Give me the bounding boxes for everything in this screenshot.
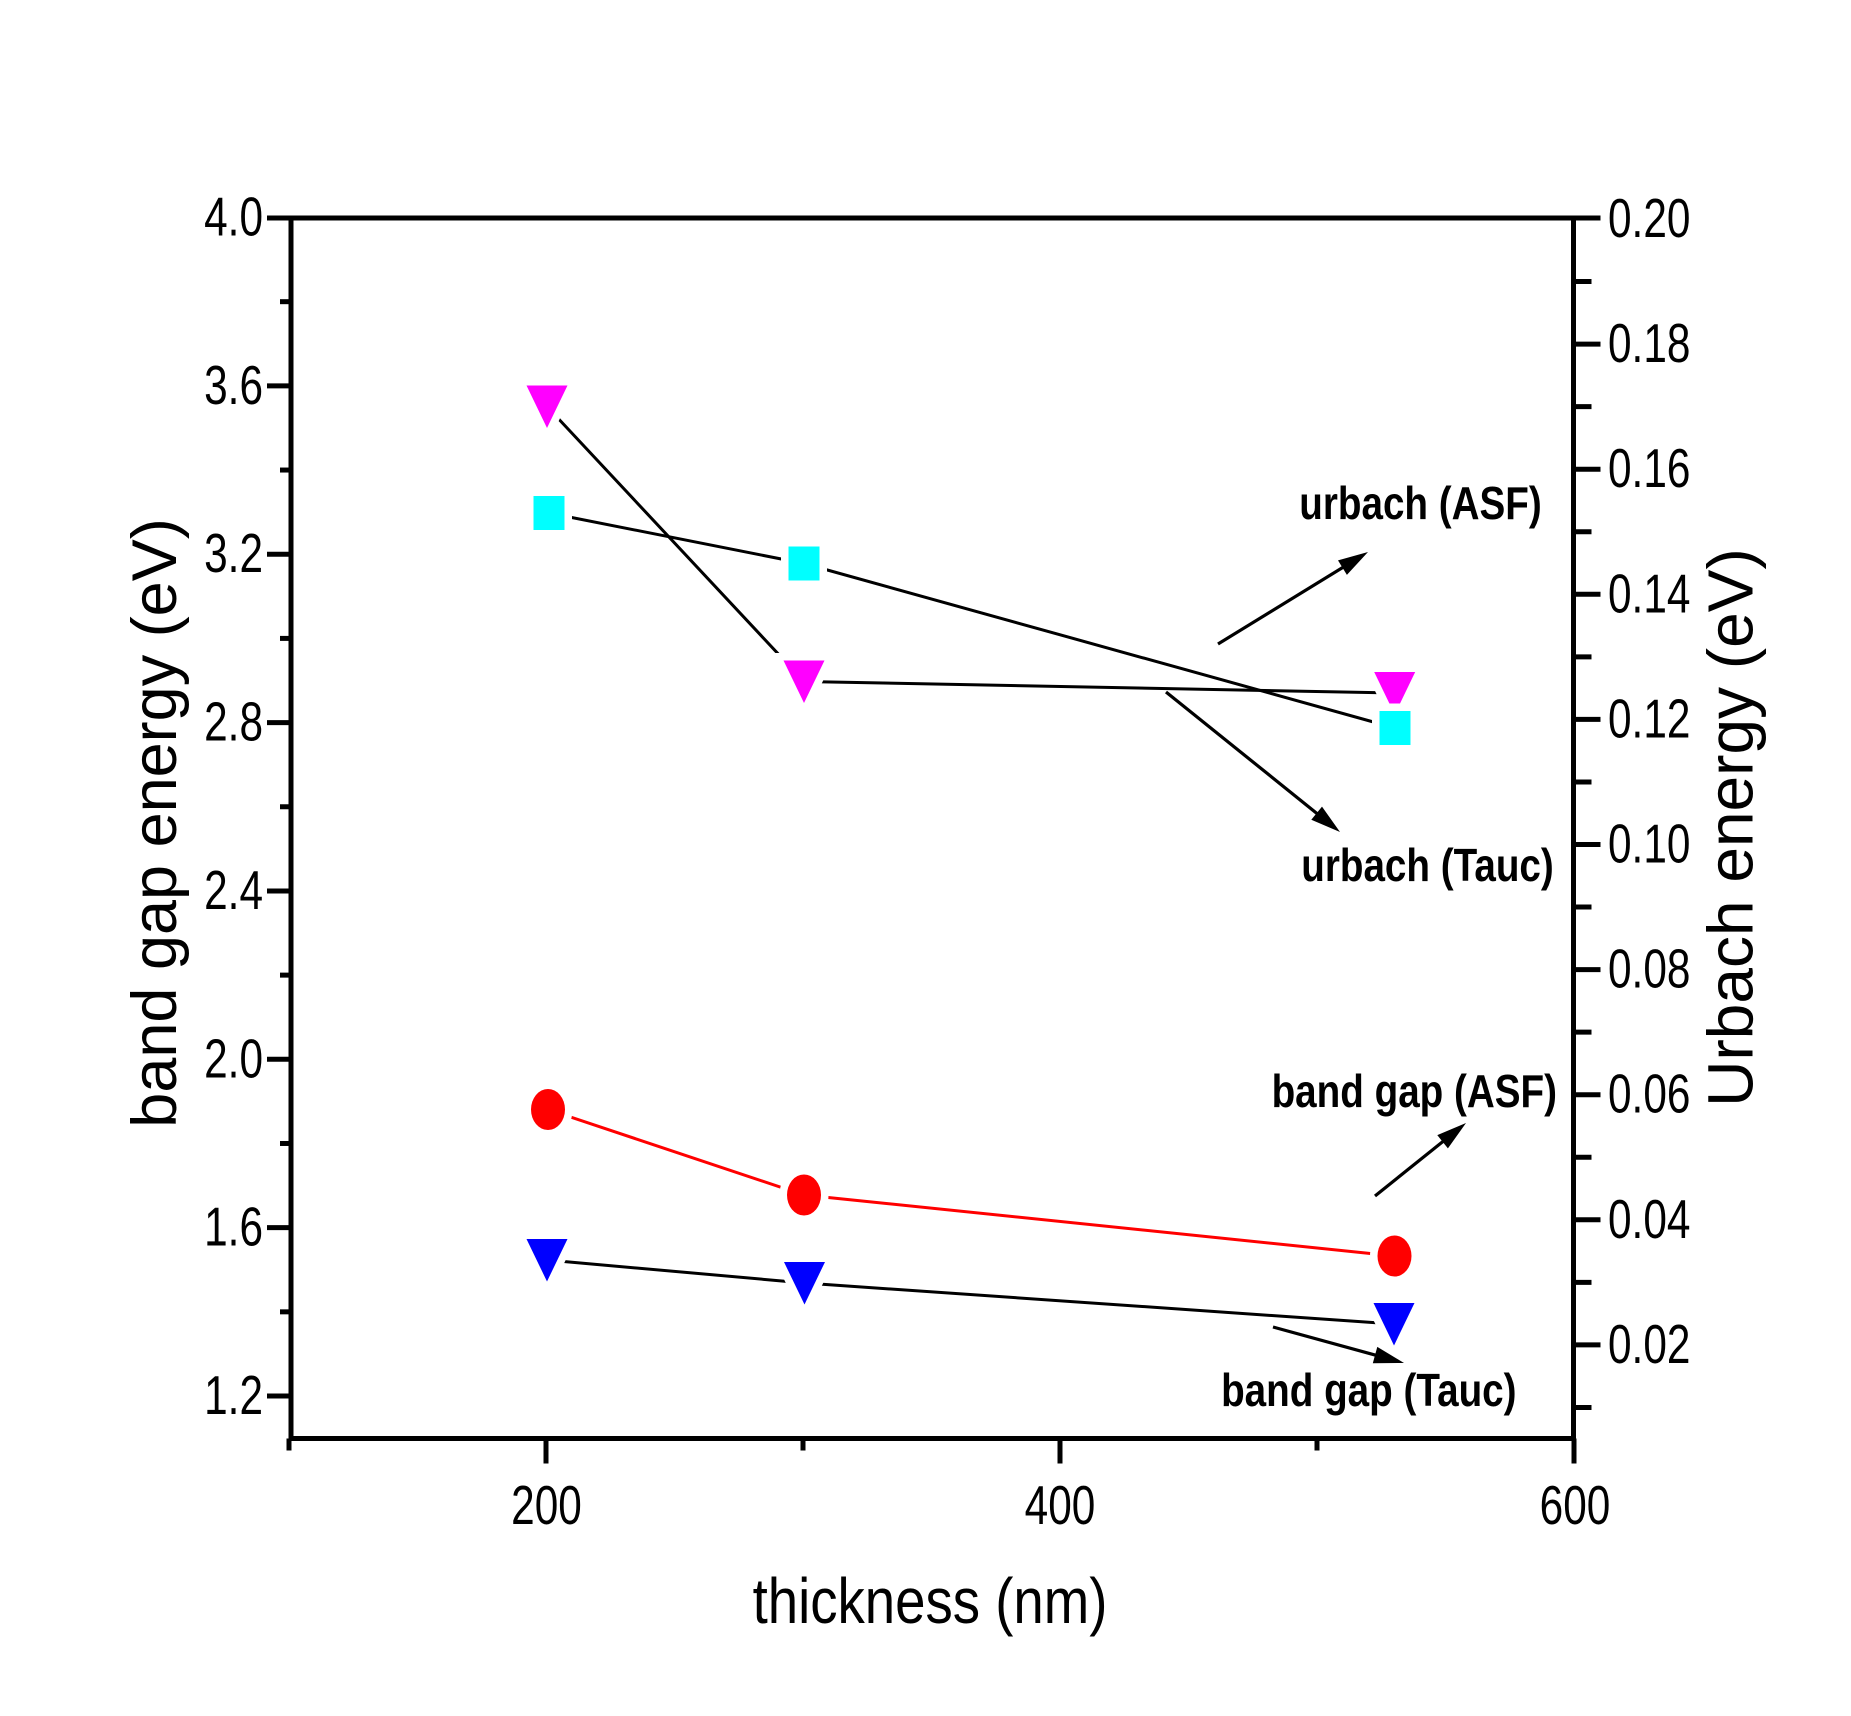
svg-text:urbach (ASF): urbach (ASF) [1299, 478, 1542, 529]
svg-text:2.8: 2.8 [204, 692, 263, 753]
svg-text:band gap (Tauc): band gap (Tauc) [1221, 1365, 1516, 1416]
svg-text:1.2: 1.2 [204, 1366, 263, 1427]
svg-text:band gap energy (eV): band gap energy (eV) [120, 518, 190, 1127]
svg-text:Urbach energy (eV): Urbach energy (eV) [1695, 548, 1767, 1106]
svg-text:thickness (nm): thickness (nm) [753, 1565, 1108, 1637]
svg-text:0.02: 0.02 [1608, 1315, 1690, 1376]
svg-text:0.20: 0.20 [1608, 189, 1690, 250]
svg-text:0.14: 0.14 [1608, 564, 1690, 625]
svg-text:3.6: 3.6 [204, 356, 263, 417]
svg-text:400: 400 [1025, 1476, 1096, 1537]
svg-text:4.0: 4.0 [204, 187, 263, 248]
svg-text:2.0: 2.0 [204, 1029, 263, 1090]
svg-text:600: 600 [1540, 1476, 1611, 1537]
svg-text:urbach (Tauc): urbach (Tauc) [1301, 840, 1554, 891]
svg-text:2.4: 2.4 [204, 861, 263, 922]
svg-text:3.2: 3.2 [204, 524, 263, 585]
svg-text:0.16: 0.16 [1608, 439, 1690, 500]
svg-text:0.10: 0.10 [1608, 814, 1690, 875]
svg-text:0.18: 0.18 [1608, 314, 1690, 375]
svg-text:band gap (ASF): band gap (ASF) [1272, 1066, 1557, 1117]
svg-text:0.08: 0.08 [1608, 939, 1690, 1000]
svg-text:0.04: 0.04 [1608, 1190, 1690, 1251]
svg-text:0.06: 0.06 [1608, 1065, 1690, 1126]
svg-text:1.6: 1.6 [204, 1197, 263, 1258]
svg-text:0.12: 0.12 [1608, 689, 1690, 750]
svg-text:200: 200 [511, 1476, 582, 1537]
